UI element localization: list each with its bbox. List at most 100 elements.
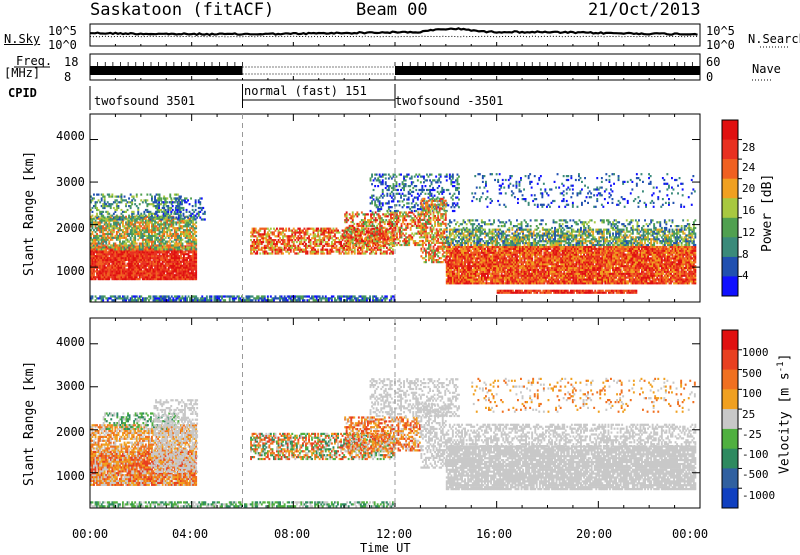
power-cell [119,225,121,227]
power-cell [399,219,401,221]
power-cell [429,185,431,187]
power-cell [304,241,306,243]
power-cell [319,237,321,239]
power-cell [166,231,168,233]
power-cell [375,236,377,238]
power-cell [136,229,138,231]
power-cell [409,208,411,210]
power-cell [142,244,144,246]
power-cell [391,191,393,193]
power-cell [304,235,306,237]
power-cell [395,229,397,231]
power-cell [127,209,129,211]
power-cell [452,176,454,178]
power-cell [314,237,316,239]
power-cell [92,218,94,220]
power-cell [322,241,324,243]
power-cell [111,235,113,237]
power-cell [446,179,448,181]
power-cell [370,210,372,212]
power-cell [402,193,404,195]
power-cell [371,202,373,204]
power-cell [436,228,438,230]
power-cell [425,261,427,263]
power-cell [371,176,373,178]
power-cell [373,215,375,217]
power-cell [391,177,393,179]
power-cell [340,252,342,254]
power-cell [413,234,415,236]
power-cell [340,241,342,243]
power-cell [431,181,433,183]
power-cell [369,236,371,238]
power-cell [178,205,180,207]
power-cell [370,219,372,221]
power-cell [180,211,182,213]
power-cell [375,211,377,213]
power-cell [387,236,389,238]
power-cell [140,194,142,196]
power-cell [452,195,454,197]
power-cell [390,227,392,229]
power-cell [457,189,459,191]
power-cell [124,218,126,220]
power-cell [445,225,447,227]
power-cell [423,177,425,179]
power-cell [92,231,94,233]
power-cell [454,181,456,183]
power-cell [198,199,200,201]
power-cell [163,229,165,231]
power-cell [434,255,436,257]
power-cell [437,255,439,257]
power-cell [166,197,168,199]
power-cell [156,235,158,237]
power-cell [379,236,381,238]
power-cell [389,249,391,251]
power-cell [122,223,124,225]
power-cell [400,195,402,197]
power-cell [333,231,335,233]
power-cell [439,219,441,221]
power-cell [405,233,407,235]
power-cell [437,191,439,193]
power-cell [414,215,416,217]
power-cell [377,185,379,187]
power-cell [276,243,278,245]
power-cell [116,233,118,235]
power-cell [412,187,414,189]
power-cell [121,201,123,203]
power-cell [185,251,187,253]
power-cell [174,201,176,203]
power-cell [261,249,263,251]
power-cell [370,229,372,231]
power-cell [323,252,325,254]
power-cell [186,209,188,211]
power-cell [130,194,132,196]
power-cell [413,225,415,227]
power-cell [449,246,451,248]
power-cell [379,200,381,202]
power-cell [336,228,338,230]
power-cell [433,257,435,259]
power-cell [405,219,407,221]
power-cell [399,240,401,242]
power-cell [189,233,191,235]
power-cell [98,237,100,239]
power-cell [369,242,371,244]
power-cell [145,215,147,217]
power-cell [142,241,144,243]
power-cell [439,200,441,202]
power-cell [170,213,172,215]
power-cell [317,251,319,253]
power-cell [369,223,371,225]
power-cell [431,202,433,204]
power-cell [285,230,287,232]
power-cell [417,179,419,181]
power-cell [454,210,456,212]
power-cell [424,257,426,259]
power-cell [361,238,363,240]
power-cell [439,251,441,253]
power-cell [411,233,413,235]
power-cell [442,250,444,252]
power-cell [411,195,413,197]
